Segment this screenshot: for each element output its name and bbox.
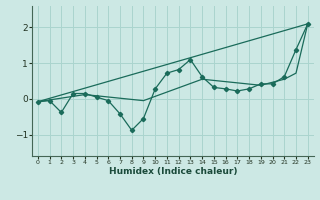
X-axis label: Humidex (Indice chaleur): Humidex (Indice chaleur) — [108, 167, 237, 176]
